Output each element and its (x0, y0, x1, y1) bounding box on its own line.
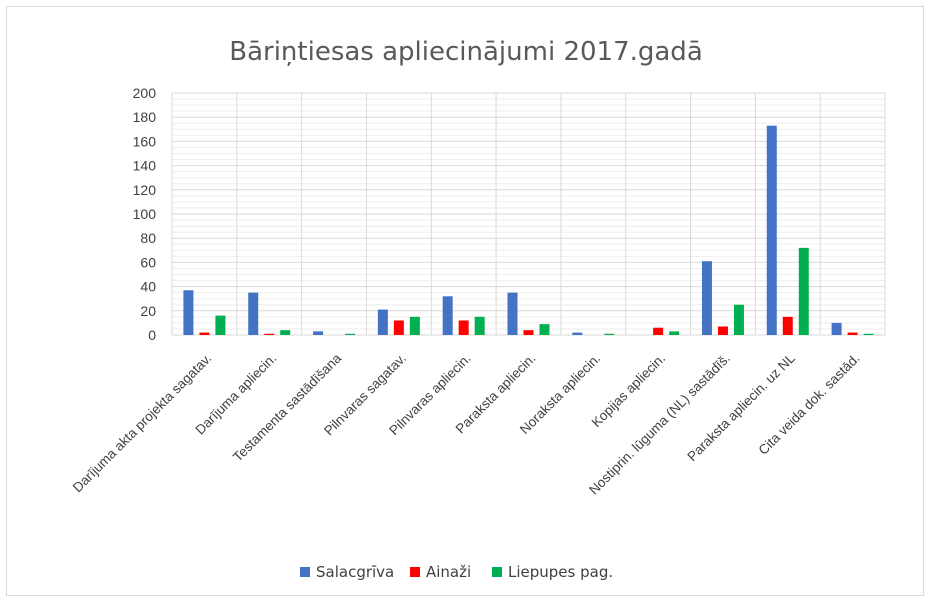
y-tick-label: 20 (140, 303, 156, 319)
bar (393, 320, 404, 335)
bar (847, 332, 858, 335)
legend-swatch (300, 567, 310, 577)
y-tick-label: 200 (133, 85, 157, 101)
legend-swatch (410, 567, 420, 577)
legend-label: Ainaži (426, 563, 471, 581)
bar (215, 315, 226, 335)
legend-label: Liepupes pag. (508, 563, 613, 581)
y-tick-label: 80 (140, 230, 156, 246)
x-tick-label: Testamenta sastādīšana (230, 350, 344, 464)
bar (199, 332, 210, 335)
bars (183, 125, 874, 335)
bar (183, 290, 194, 335)
bar (798, 247, 809, 335)
bar (766, 125, 777, 335)
y-tick-label: 120 (133, 182, 157, 198)
y-tick-label: 100 (133, 206, 157, 222)
bar (523, 330, 534, 335)
bar (345, 333, 356, 335)
bar (653, 327, 664, 335)
y-tick-label: 180 (133, 109, 157, 125)
grid-lines (171, 92, 886, 336)
bar (831, 322, 842, 335)
bar (733, 304, 744, 335)
bar (442, 296, 453, 335)
bar (264, 333, 275, 335)
bar (539, 324, 550, 335)
bar (572, 332, 583, 335)
bar (604, 333, 615, 335)
bar (313, 331, 324, 335)
bar (669, 331, 680, 335)
x-axis-labels: Darījuma akta projekta sagatav.Darījuma … (70, 350, 863, 497)
y-tick-label: 160 (133, 133, 157, 149)
legend: Salacgrīva Ainaži Liepupes pag. (300, 563, 613, 581)
y-tick-label: 140 (133, 158, 157, 174)
legend-label: Salacgrīva (316, 563, 394, 581)
bar (782, 316, 793, 335)
x-tick-label: Paraksta apliecin. uz NL (684, 350, 798, 464)
chart-title: Bāriņtiesas apliecinājumi 2017.gadā (229, 37, 703, 67)
x-tick-label: Darījuma akta projekta sagatav. (70, 351, 215, 496)
bar (280, 330, 291, 335)
bar (717, 326, 728, 335)
bar (863, 333, 874, 335)
bar (507, 292, 518, 335)
y-tick-label: 0 (148, 327, 156, 343)
bar (458, 320, 469, 335)
bar (701, 261, 712, 335)
bar (474, 316, 485, 335)
legend-swatch (492, 567, 502, 577)
y-tick-label: 60 (140, 254, 156, 270)
y-axis-ticks: 0 20 40 60 80 100 120 140 160 180 200 (133, 85, 157, 343)
x-tick-label: Nostiprin. lūguma (NL) sastādīš. (586, 351, 733, 498)
y-tick-label: 40 (140, 279, 156, 295)
bar (248, 292, 259, 335)
bar (409, 316, 420, 335)
bar (377, 309, 388, 335)
